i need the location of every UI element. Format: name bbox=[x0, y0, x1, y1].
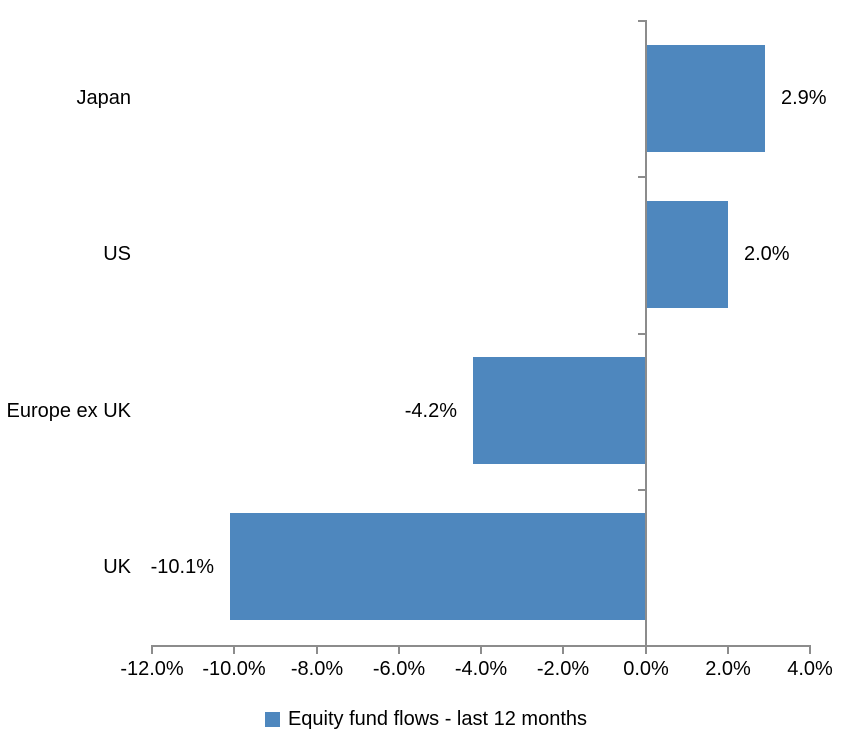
zero-axis-line bbox=[645, 20, 647, 654]
bar-data-label: -4.2% bbox=[404, 400, 457, 422]
x-tick-label: -12.0% bbox=[120, 658, 184, 680]
category-label: Japan bbox=[76, 87, 132, 109]
x-tick-label: -6.0% bbox=[372, 658, 426, 680]
x-tick-label: -4.0% bbox=[454, 658, 508, 680]
bar bbox=[230, 513, 646, 620]
x-axis-tick bbox=[809, 645, 811, 654]
bar-data-label: 2.9% bbox=[781, 87, 827, 109]
category-label: Europe ex UK bbox=[6, 400, 131, 422]
x-axis-tick bbox=[398, 645, 400, 654]
legend: Equity fund flows - last 12 months bbox=[0, 701, 852, 737]
x-tick-label: 0.0% bbox=[623, 658, 669, 680]
legend-swatch-icon bbox=[264, 711, 280, 727]
x-axis-tick bbox=[562, 645, 564, 654]
x-tick-label: -10.0% bbox=[202, 658, 266, 680]
legend-label: Equity fund flows - last 12 months bbox=[287, 707, 588, 730]
category-boundary-tick bbox=[638, 489, 645, 491]
x-axis-tick bbox=[480, 645, 482, 654]
x-tick-label: -2.0% bbox=[536, 658, 590, 680]
category-label: UK bbox=[103, 556, 131, 578]
bar bbox=[472, 357, 646, 464]
bar-data-label: -10.1% bbox=[150, 556, 214, 578]
bar-data-label: 2.0% bbox=[744, 243, 790, 265]
x-axis-tick bbox=[645, 645, 647, 654]
category-label: US bbox=[103, 243, 131, 265]
x-axis-tick bbox=[727, 645, 729, 654]
x-tick-label: 2.0% bbox=[705, 658, 751, 680]
x-tick-label: 4.0% bbox=[787, 658, 833, 680]
x-tick-label: -8.0% bbox=[290, 658, 344, 680]
x-axis-tick bbox=[151, 645, 153, 654]
category-boundary-tick bbox=[638, 20, 645, 22]
bar bbox=[645, 45, 765, 152]
bar bbox=[645, 201, 728, 308]
x-axis-tick bbox=[233, 645, 235, 654]
category-boundary-tick bbox=[638, 176, 645, 178]
x-axis-tick bbox=[316, 645, 318, 654]
category-boundary-tick bbox=[638, 333, 645, 335]
